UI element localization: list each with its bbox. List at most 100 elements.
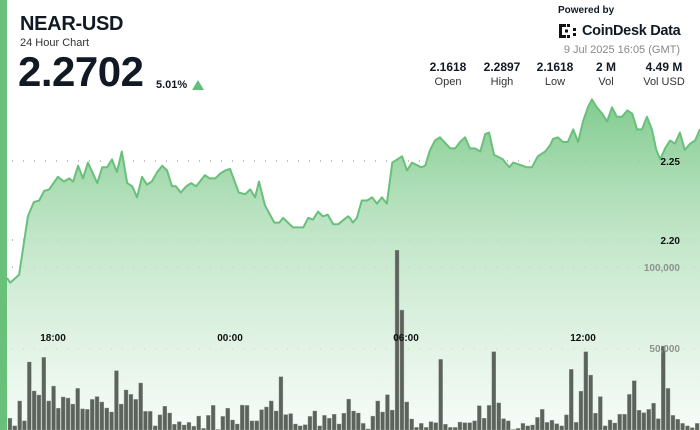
volume-bar [356,412,361,430]
stat-vol-usd: 4.49 M Vol USD [643,60,685,89]
volume-bar [283,414,288,430]
volume-bar [370,415,375,430]
stat-label: Low [544,76,566,88]
volume-bar [622,414,627,430]
volume-bar [462,422,467,430]
volume-bar [651,403,656,430]
volume-bar [433,422,438,430]
stat-value: 2.2897 [483,60,521,74]
volume-bar [438,359,443,430]
volume-bar [554,423,559,430]
stat-label: Vol [598,76,614,88]
volume-bar [404,401,409,430]
volume-bar [196,415,201,430]
volume-bar [240,404,245,430]
x-tick-label: 18:00 [40,333,66,344]
stat-label: High [490,76,514,88]
up-triangle-icon [192,80,204,90]
volume-bar [549,420,555,430]
volume-bar [225,408,230,430]
volume-bar [22,420,27,430]
volume-bar [123,389,129,430]
volume-bar [685,425,690,430]
volume-bar [75,388,80,430]
volume-bar [220,416,225,430]
volume-bar [390,409,395,430]
volume-bar [259,409,264,430]
volume-bar [133,399,138,430]
volume-bar [501,418,506,430]
volume-bar [394,249,400,430]
volume-bar [467,422,472,430]
stat-value: 2.1618 [429,60,467,74]
volume-bar [636,410,642,430]
volume-bar [540,409,545,430]
volume-bar [346,398,351,430]
volume-bar [632,380,637,430]
volume-bar [627,394,632,430]
volume-bar [65,397,71,430]
stat-value: 2 M [595,60,617,74]
volume-bar [603,425,608,430]
volume-bar [675,419,680,430]
volume-bar [419,423,424,430]
volume-bar [593,413,598,430]
volume-bar [249,420,255,430]
accent-bar [0,0,7,430]
coindesk-logo-icon [559,24,576,38]
volume-bar [312,410,317,430]
volume-bar [409,418,414,430]
volume-bar [278,376,284,430]
volume-bar [157,414,163,430]
volume-bar [186,422,192,430]
volume-bar [177,421,182,430]
volume-bar [210,405,216,430]
volume-bar [361,423,366,430]
volume-bar [317,425,322,430]
volume-bar [641,412,647,430]
volume-bar [191,426,196,430]
volume-bar [12,425,17,430]
volume-bar [269,400,274,430]
volume-bar [351,410,356,430]
price-line [6,98,700,284]
volume-bar [564,414,569,430]
stat-value: 4.49 M [645,60,683,74]
volume-bar [56,408,61,430]
stat-label: Vol USD [643,76,685,88]
volume-bar [41,357,47,430]
stat-high: 2.2897 High [484,60,521,89]
volume-bar [598,396,603,430]
volume-bar [530,424,535,430]
ticker-title: NEAR-USD [20,13,124,35]
volume-bar [443,424,448,430]
volume-bar [559,425,564,430]
current-price: 2.2702 [18,48,144,95]
volume-bar [32,390,37,430]
volume-bar [336,423,342,430]
volume-bar [607,419,613,430]
volume-bar [341,413,346,430]
volume-bar [690,427,695,430]
volume-bar [307,416,313,430]
volume-bar [574,422,579,430]
volume-bar [428,421,434,430]
coindesk-data-logo: CoinDesk Data [558,22,681,40]
volume-bar [114,370,119,430]
volume-bar [27,361,32,430]
x-tick-label: 06:00 [393,333,419,344]
volume-bar [264,406,269,430]
volume-bar [486,405,492,430]
price-axis-label: 2.25 [661,157,681,168]
volume-bar [617,414,622,430]
volume-bar [491,351,496,430]
volume-bar [525,425,530,430]
volume-bar [293,423,298,430]
volume-bar [148,411,153,430]
volume-bar [670,415,676,430]
volume-bar [17,400,22,430]
volume-bar [152,425,158,430]
logo-text: CoinDesk Data [582,23,681,39]
volume-bar [80,408,85,430]
